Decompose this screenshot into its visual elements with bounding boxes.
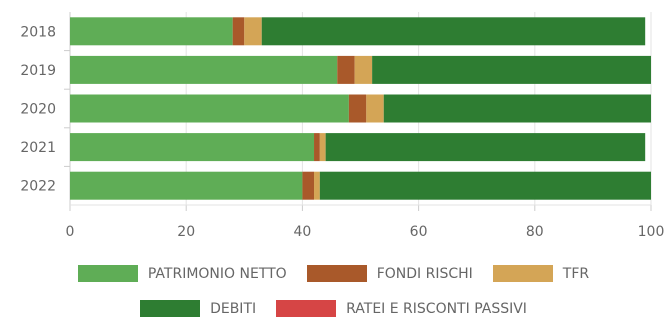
bar-segment (337, 55, 355, 84)
x-tick-label: 100 (638, 224, 665, 240)
y-category-label: 2022 (20, 179, 56, 195)
bar-segment (70, 94, 349, 123)
legend-label: DEBITI (210, 300, 257, 317)
bar-segment (372, 55, 651, 84)
bar-segment (383, 94, 651, 123)
y-category-label: 2021 (20, 140, 56, 156)
legend-item[interactable]: PATRIMONIO NETTO (77, 265, 287, 282)
legend-item[interactable]: RATEI E RISCONTI PASSIVI (276, 300, 527, 317)
legend-swatch (306, 265, 367, 282)
bar-segment (70, 133, 315, 162)
legend-label: TFR (562, 265, 590, 282)
legend-swatch (140, 300, 201, 317)
bar-segment (232, 17, 245, 46)
y-category-label: 2020 (20, 102, 56, 118)
bar-segment (319, 171, 651, 200)
axis-layer: 0 20 40 60 80 100 2018 2019 2020 2021 2022 (20, 24, 664, 240)
bar-segment (302, 171, 315, 200)
bar-segment (325, 133, 646, 162)
legend-swatch (276, 300, 337, 317)
legend-row-1: PATRIMONIO NETTO FONDI RISCHI TFR (0, 265, 667, 282)
bar-segment (314, 133, 320, 162)
legend-swatch (492, 265, 553, 282)
bar-segment (70, 55, 338, 84)
legend-item[interactable]: TFR (492, 265, 590, 282)
bar-segment (319, 133, 326, 162)
y-category-label: 2018 (20, 24, 56, 40)
legend-label: FONDI RISCHI (376, 265, 473, 282)
bar-segment (348, 94, 367, 123)
legend-item[interactable]: DEBITI (140, 300, 256, 317)
legend-item[interactable]: FONDI RISCHI (306, 265, 473, 282)
legend-swatch (77, 265, 138, 282)
bar-segment (261, 17, 646, 46)
x-tick-label: 80 (526, 224, 544, 240)
x-tick-label: 0 (66, 224, 75, 240)
bar-segment (314, 171, 320, 200)
x-tick-label: 20 (177, 224, 195, 240)
bar-segment (366, 94, 384, 123)
legend-label: RATEI E RISCONTI PASSIVI (346, 300, 527, 317)
x-tick-label: 40 (293, 224, 311, 240)
bar-segment (70, 17, 233, 46)
bar-segment (244, 17, 262, 46)
legend-label: PATRIMONIO NETTO (147, 265, 287, 282)
legend-row-2: DEBITI RATEI E RISCONTI PASSIVI (0, 300, 667, 317)
y-category-label: 2019 (20, 63, 56, 79)
x-tick-label: 60 (410, 224, 428, 240)
bar-layer (70, 17, 651, 200)
bar-segment (354, 55, 373, 84)
bar-segment (70, 171, 303, 200)
stacked-bar-chart: 0 20 40 60 80 100 2018 2019 2020 2021 2022 (20, 12, 664, 240)
